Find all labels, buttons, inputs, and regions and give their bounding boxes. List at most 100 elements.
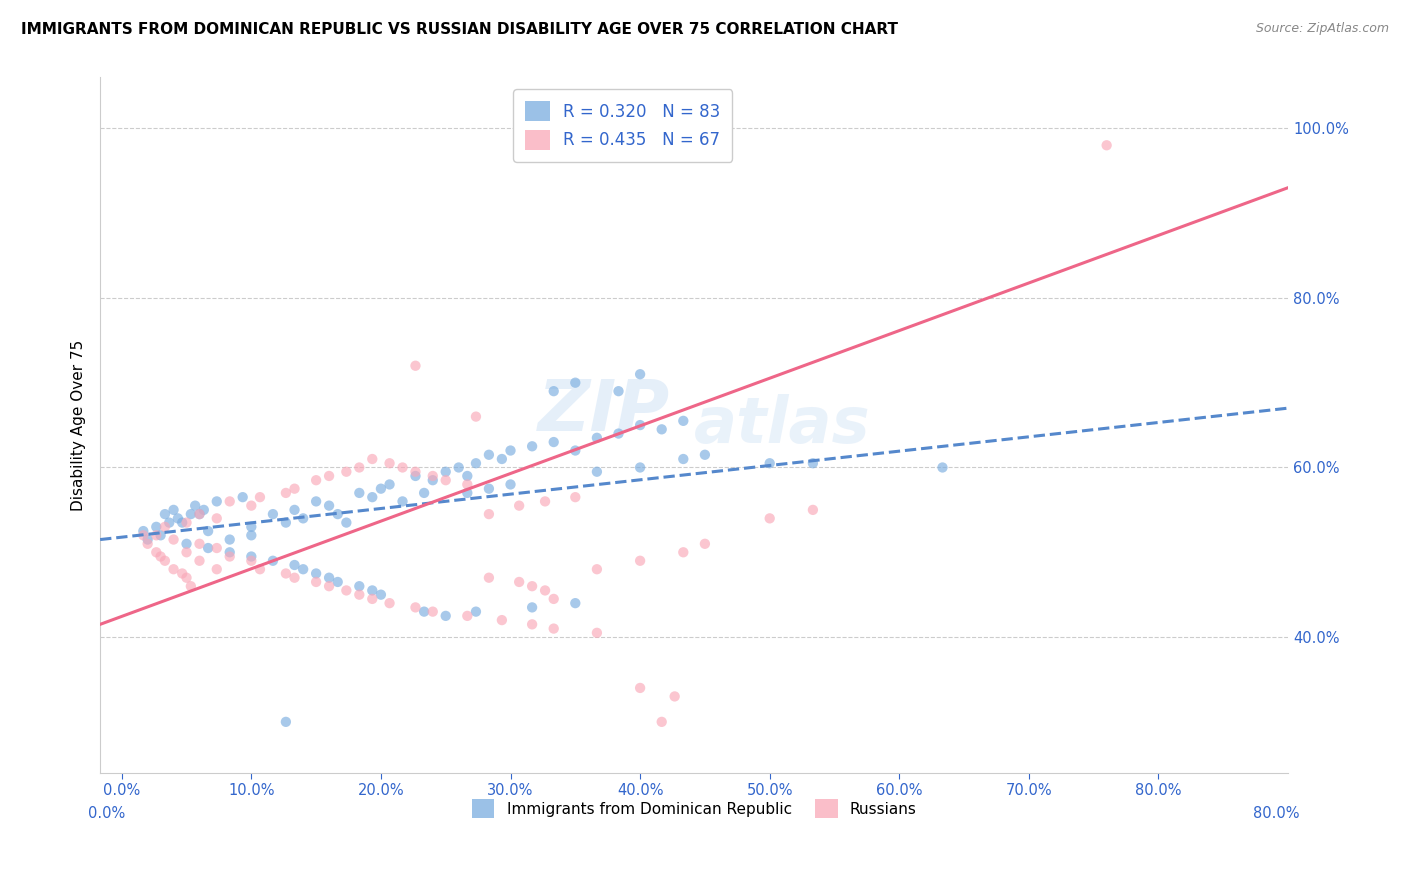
Point	[240, 499, 263, 513]
Point	[564, 490, 586, 504]
Point	[586, 465, 609, 479]
Point	[162, 503, 184, 517]
Point	[370, 588, 392, 602]
Point	[326, 574, 349, 589]
Point	[434, 465, 457, 479]
Point	[664, 690, 686, 704]
Point	[172, 566, 194, 581]
Point	[628, 554, 651, 568]
Point	[491, 613, 513, 627]
Point	[456, 486, 478, 500]
Point	[197, 541, 219, 555]
Point	[205, 511, 228, 525]
Point	[180, 507, 202, 521]
Point	[434, 608, 457, 623]
Point	[520, 579, 543, 593]
Point	[283, 571, 305, 585]
Point	[465, 456, 488, 470]
Point	[149, 549, 172, 564]
Point	[292, 562, 315, 576]
Point	[318, 499, 340, 513]
Point	[136, 533, 159, 547]
Point	[262, 507, 284, 521]
Point	[405, 359, 427, 373]
Point	[413, 486, 436, 500]
Point	[218, 545, 240, 559]
Point	[184, 499, 207, 513]
Point	[508, 499, 530, 513]
Point	[188, 554, 211, 568]
Point	[162, 533, 184, 547]
Point	[422, 605, 444, 619]
Point	[391, 494, 413, 508]
Point	[197, 524, 219, 538]
Text: 0.0%: 0.0%	[89, 806, 125, 821]
Point	[218, 533, 240, 547]
Point	[145, 520, 167, 534]
Point	[218, 549, 240, 564]
Point	[628, 368, 651, 382]
Point	[176, 571, 198, 585]
Point	[651, 422, 673, 436]
Point	[520, 439, 543, 453]
Point	[162, 562, 184, 576]
Point	[607, 426, 630, 441]
Point	[188, 537, 211, 551]
Point	[499, 443, 522, 458]
Text: atlas: atlas	[695, 394, 870, 456]
Point	[274, 714, 297, 729]
Point	[651, 714, 673, 729]
Point	[305, 566, 328, 581]
Point	[326, 507, 349, 521]
Point	[378, 596, 401, 610]
Point	[188, 507, 211, 521]
Point	[672, 452, 695, 467]
Point	[176, 537, 198, 551]
Point	[335, 465, 357, 479]
Point	[456, 469, 478, 483]
Point	[157, 516, 180, 530]
Point	[607, 384, 630, 399]
Point	[361, 591, 384, 606]
Point	[149, 528, 172, 542]
Point	[478, 482, 501, 496]
Point	[672, 545, 695, 559]
Point	[283, 482, 305, 496]
Point	[153, 520, 176, 534]
Point	[274, 566, 297, 581]
Point	[693, 537, 716, 551]
Point	[193, 503, 215, 517]
Point	[318, 469, 340, 483]
Point	[534, 494, 557, 508]
Point	[405, 600, 427, 615]
Point	[543, 591, 565, 606]
Point	[520, 617, 543, 632]
Point	[153, 554, 176, 568]
Point	[167, 511, 190, 525]
Point	[292, 511, 315, 525]
Point	[434, 473, 457, 487]
Point	[520, 600, 543, 615]
Point	[378, 456, 401, 470]
Point	[232, 490, 254, 504]
Point	[318, 571, 340, 585]
Point	[262, 554, 284, 568]
Point	[586, 562, 609, 576]
Text: ZIP: ZIP	[538, 376, 671, 446]
Point	[349, 460, 371, 475]
Point	[1095, 138, 1118, 153]
Point	[240, 549, 263, 564]
Point	[349, 588, 371, 602]
Point	[422, 469, 444, 483]
Point	[586, 431, 609, 445]
Text: 80.0%: 80.0%	[1254, 806, 1301, 821]
Point	[240, 554, 263, 568]
Point	[361, 490, 384, 504]
Point	[564, 443, 586, 458]
Point	[405, 469, 427, 483]
Point	[335, 583, 357, 598]
Point	[249, 490, 271, 504]
Point	[491, 452, 513, 467]
Point	[534, 583, 557, 598]
Point	[218, 494, 240, 508]
